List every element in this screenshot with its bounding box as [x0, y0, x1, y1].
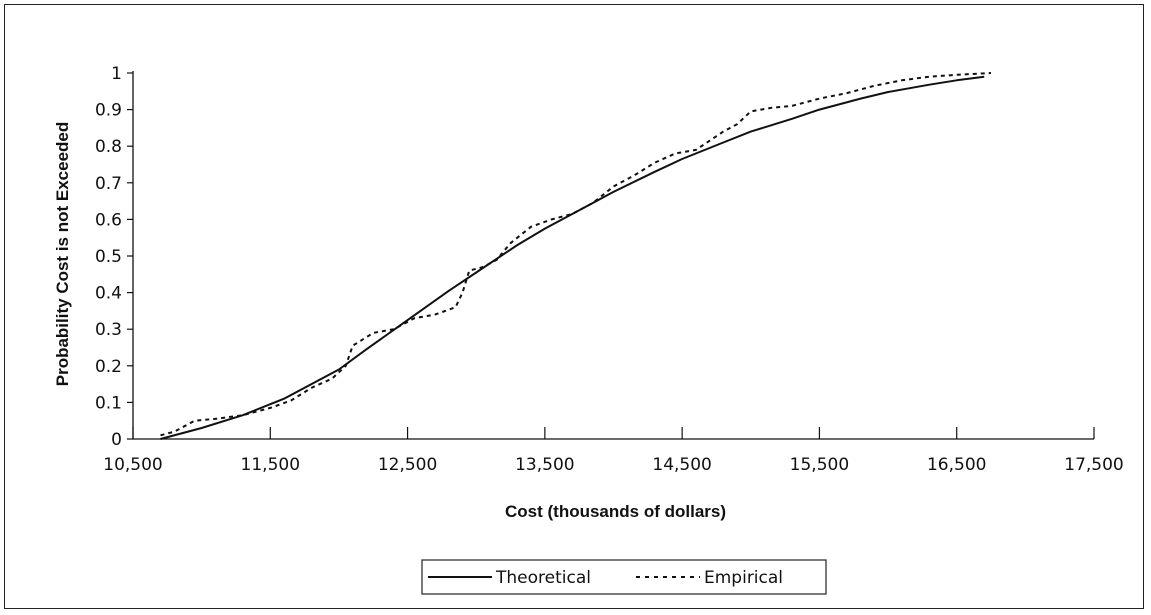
- y-axis-title: Probability Cost is not Exceeded: [53, 122, 72, 387]
- y-tick-label: 0.7: [95, 174, 122, 194]
- axes: 0 0.1 0.2 0.3 0.4 0.5 0.6 0.7 0.8 0.9 1 10,500 11,50…: [95, 64, 1124, 475]
- plot-area: [160, 72, 992, 440]
- series-line-empirical: [160, 72, 992, 437]
- x-tick-label: 14,500: [652, 455, 711, 475]
- y-tick-label: 0.3: [95, 320, 122, 340]
- y-tick-label: 0.1: [95, 393, 122, 413]
- y-tick-label: 0.5: [95, 247, 122, 267]
- y-tick-label: 0.2: [95, 357, 122, 377]
- legend: Theoretical Empirical: [421, 559, 827, 595]
- y-tick-label: 0.8: [95, 137, 122, 157]
- y-tick-label: 0.6: [95, 210, 122, 230]
- x-tick-label: 11,500: [241, 455, 300, 475]
- y-tick-label: 0.9: [95, 101, 122, 121]
- x-tick-label: 16,500: [927, 455, 986, 475]
- x-tick-label: 13,500: [515, 455, 574, 475]
- x-axis-title: Cost (thousands of dollars): [505, 502, 726, 521]
- y-tick-label: 1: [111, 64, 122, 84]
- y-tick-label: 0: [111, 430, 122, 450]
- legend-label-empirical: Empirical: [704, 568, 783, 588]
- chart-frame: [4, 4, 1144, 609]
- series-line-theoretical: [160, 75, 985, 440]
- x-tick-label: 12,500: [378, 455, 437, 475]
- x-tick-label: 15,500: [790, 455, 849, 475]
- x-tick-label: 10,500: [103, 455, 162, 475]
- y-tick-label: 0.4: [95, 284, 122, 304]
- legend-label-theoretical: Theoretical: [495, 568, 591, 588]
- x-tick-label: 17,500: [1064, 455, 1123, 475]
